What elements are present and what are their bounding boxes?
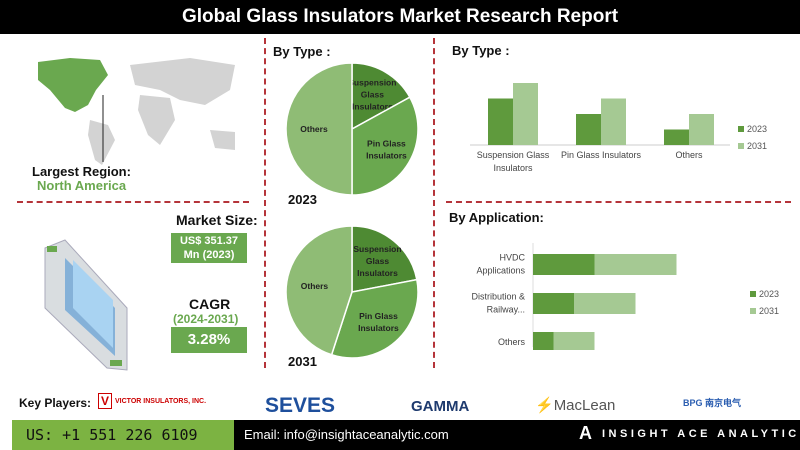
world-map (38, 58, 235, 165)
pie-label: Pin Glass (367, 138, 406, 148)
glass-window-illustration (44, 239, 128, 371)
bar-2023 (533, 293, 574, 314)
logo-seves: SEVES (265, 394, 336, 417)
legend-swatch (738, 126, 744, 132)
logo-bpg: BPG 南京电气 (683, 398, 742, 408)
north-america (38, 58, 108, 112)
email-contact: Email: info@insightaceanalytic.com (244, 427, 449, 442)
legend-label: 2031 (747, 141, 767, 151)
legend-label: 2023 (747, 124, 767, 134)
pie-label: Insulators (357, 268, 398, 278)
pie-charts: Suspension Glass Insulators Pin Glass Insula… (285, 62, 419, 359)
category-label: Pin Glass Insulators (561, 150, 642, 160)
application-bar-title: By Application: (449, 210, 544, 225)
pie-year-2031: 2031 (288, 354, 317, 369)
brand-logo-icon: A (579, 423, 592, 443)
pie-label: Insulators (358, 323, 399, 333)
bar-2023 (664, 129, 689, 145)
category-label: HVDC (499, 253, 525, 263)
pie-slice (351, 225, 418, 293)
logo-victor: V VICTOR INSULATORS, INC. (98, 393, 206, 409)
type-bar-title: By Type : (452, 43, 510, 58)
pie-label: Suspension (348, 78, 396, 88)
bar-2023 (533, 332, 554, 350)
brand-name: INSIGHT ACE ANALYTIC (602, 428, 800, 440)
pie-year-2023: 2023 (288, 192, 317, 207)
legend-swatch (750, 291, 756, 297)
market-size-value: US$ 351.37 Mn (2023) (171, 233, 247, 263)
logo-gamma: GAMMA (411, 398, 470, 415)
bar-2031 (601, 98, 626, 145)
pie-label: Suspension (353, 244, 401, 254)
bar-2023 (533, 254, 595, 275)
category-label: Others (498, 337, 526, 347)
application-bar-chart: HVDC Applications Distribution & Railway...… (471, 243, 779, 350)
category-label: Railway... (487, 305, 525, 315)
phone-number: US: +1 551 226 6109 (12, 420, 234, 450)
pie-slice (285, 225, 353, 356)
pie-slice (285, 62, 353, 196)
category-label: Suspension Glass (477, 150, 550, 160)
pie-title: By Type : (273, 44, 331, 59)
key-players-label: Key Players: (19, 396, 92, 410)
type-bar-chart: Suspension Glass Insulators Pin Glass Insu… (470, 83, 767, 173)
cagr-period: (2024-2031) (173, 312, 239, 326)
pie-label: Insulators (366, 150, 407, 160)
pie-label: Others (301, 281, 329, 291)
cagr-value: 3.28% (171, 327, 247, 353)
europe-asia (130, 58, 235, 105)
pie-label: Glass (366, 256, 389, 266)
bar-2031 (574, 293, 636, 314)
footer-bar: Email: info@insightaceanalytic.com A INS… (234, 420, 800, 450)
pie-label: Glass (361, 90, 384, 100)
legend-swatch (738, 143, 744, 149)
category-label: Distribution & (471, 292, 525, 302)
pie-slice (351, 62, 411, 131)
bar-2023 (576, 114, 601, 145)
pie-label: Others (300, 124, 328, 134)
pie-label: Insulators (352, 102, 393, 112)
largest-region-value: North America (37, 178, 127, 193)
pie-label: Pin Glass (359, 311, 398, 321)
legend-label: 2031 (759, 306, 779, 316)
cagr-label: CAGR (189, 296, 231, 312)
pie-slice (351, 96, 419, 196)
category-label: Applications (476, 266, 525, 276)
bar-2031 (513, 83, 538, 145)
legend-swatch (750, 308, 756, 314)
logo-maclean: ⚡MacLean (535, 397, 616, 414)
bar-2031 (553, 332, 595, 350)
legend-label: 2023 (759, 289, 779, 299)
bar-2023 (488, 98, 513, 145)
category-label: Others (675, 150, 703, 160)
bar-2031 (689, 114, 714, 145)
largest-region-label: Largest Region: (32, 164, 131, 179)
africa (138, 95, 175, 145)
bar-2031 (594, 254, 677, 275)
category-label: Insulators (493, 163, 533, 173)
market-size-label: Market Size: (176, 212, 258, 228)
south-america (88, 120, 115, 165)
pie-slice (330, 278, 419, 359)
australia (210, 130, 235, 150)
report-title: Global Glass Insulators Market Research … (0, 0, 800, 34)
